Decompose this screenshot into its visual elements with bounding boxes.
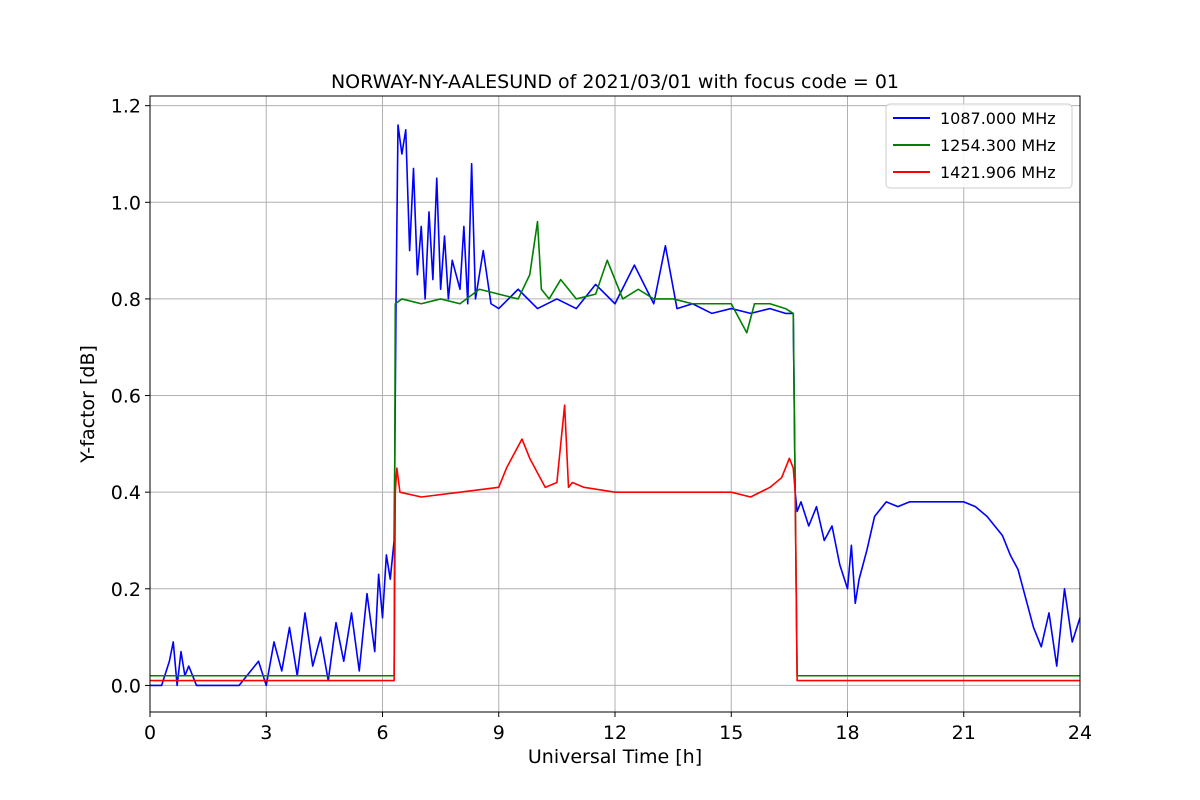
x-axis: 0 3 6 9 12 15 18 21 24 [144, 712, 1092, 744]
y-tick-label: 0.8 [111, 289, 141, 311]
legend-box [885, 103, 1073, 189]
y-tick-label: 1.2 [111, 96, 141, 118]
x-tick-label: 15 [719, 722, 743, 744]
grid [149, 96, 1081, 712]
y-tick-label: 0.4 [111, 482, 141, 504]
legend-entry: 1421.906 MHz [940, 163, 1056, 182]
series-line-3 [150, 404, 1080, 682]
series-line-1 [150, 124, 1081, 687]
legend-entry: 1254.300 MHz [940, 136, 1056, 155]
legend-entry: 1087.000 MHz [940, 109, 1056, 128]
x-tick-label: 6 [376, 722, 388, 744]
legend: 1087.000 MHz 1254.300 MHz 1421.906 MHz [885, 103, 1073, 189]
y-tick-label: 0.2 [111, 579, 141, 601]
x-tick-label: 18 [835, 722, 859, 744]
x-tick-label: 24 [1068, 722, 1092, 744]
y-tick-label: 1.0 [111, 192, 141, 214]
series-layer [150, 124, 1081, 687]
series-line-2 [150, 220, 1080, 677]
x-tick-label: 3 [260, 722, 272, 744]
chart-title: NORWAY-NY-AALESUND of 2021/03/01 with fo… [331, 71, 899, 93]
x-tick-label: 9 [493, 722, 505, 744]
x-axis-label: Universal Time [h] [528, 746, 702, 768]
y-tick-label: 0.0 [111, 675, 141, 697]
y-tick-label: 0.6 [111, 386, 141, 408]
x-tick-label: 21 [952, 722, 976, 744]
x-tick-label: 12 [603, 722, 627, 744]
y-axis-label: Y-factor [dB] [77, 345, 99, 464]
y-axis: 0.0 0.2 0.4 0.6 0.8 1.0 1.2 [111, 96, 150, 697]
x-tick-label: 0 [144, 722, 156, 744]
